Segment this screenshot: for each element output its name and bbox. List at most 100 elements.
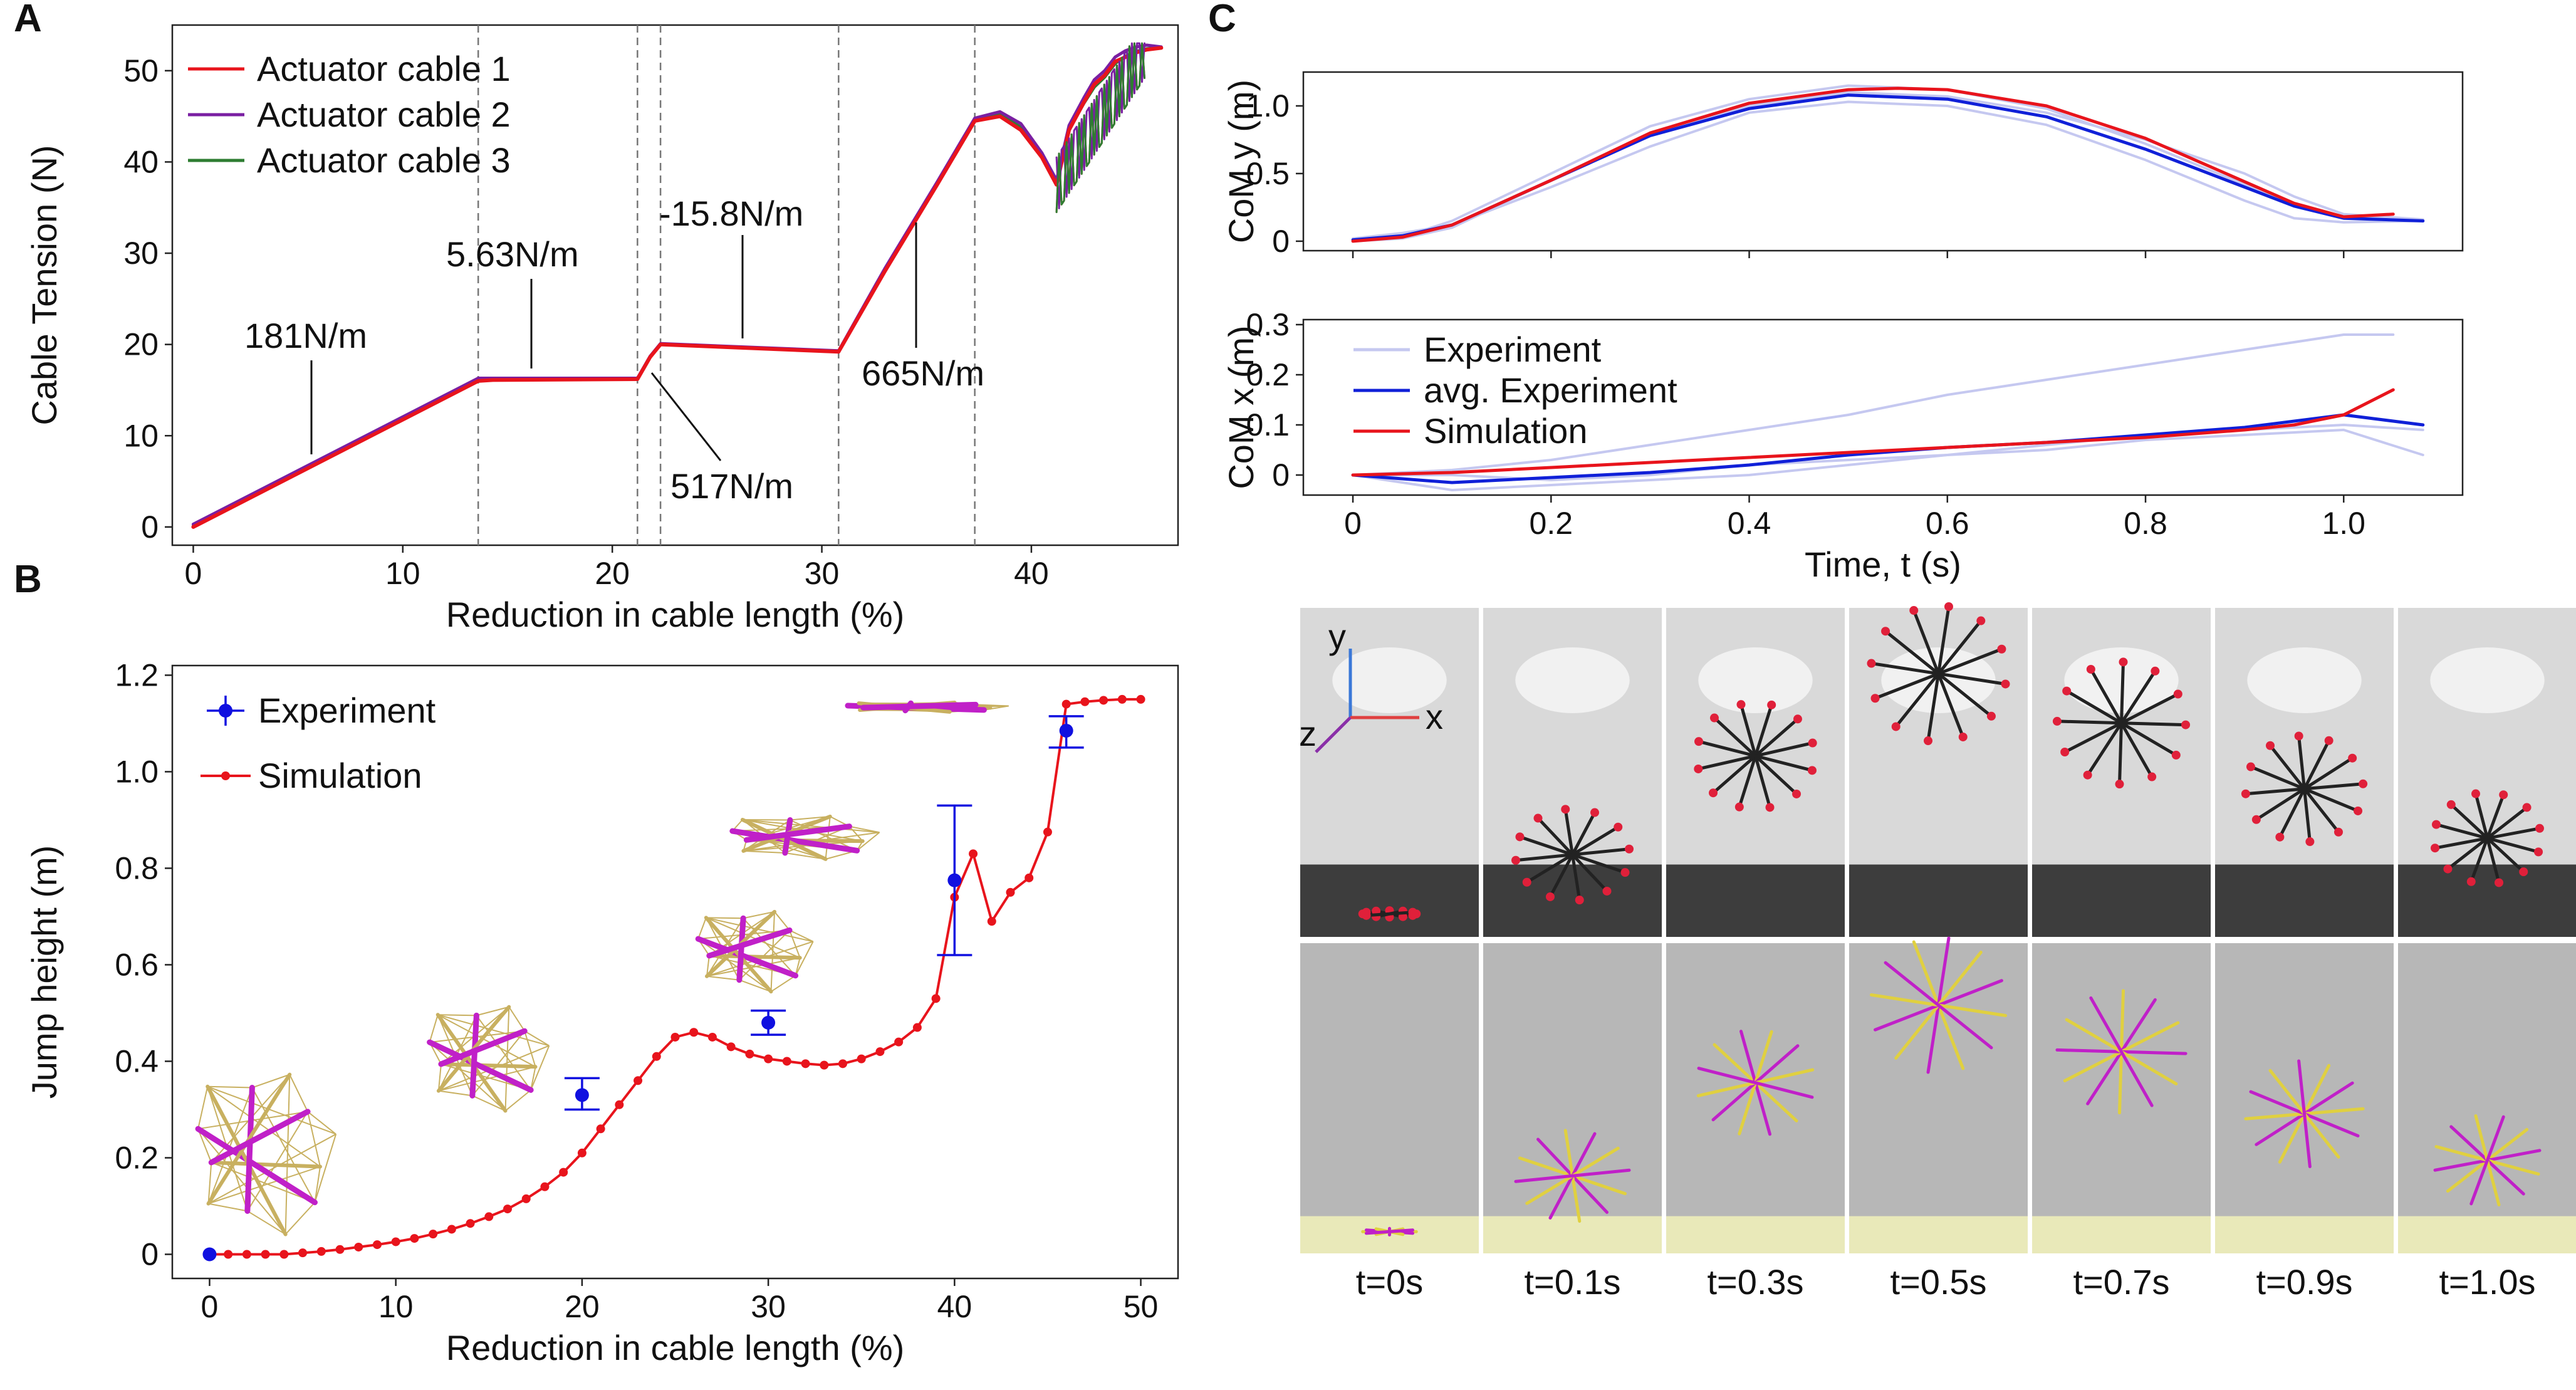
cable-line — [472, 1030, 525, 1096]
cable-line — [207, 1087, 253, 1204]
robot-strut — [1514, 1168, 1631, 1183]
robot-node — [2173, 689, 2182, 699]
x-tick-label: 0.2 — [1530, 506, 1573, 541]
cable-line — [706, 941, 813, 977]
plot-frame — [171, 664, 1179, 1280]
robot-node — [2446, 800, 2456, 809]
series-jitter-cable-2 — [1055, 42, 1145, 209]
y-tick-label: 1.0 — [115, 754, 159, 789]
robot-node — [2181, 720, 2191, 729]
y-tick-label: 50 — [123, 53, 159, 88]
robot-strut — [1364, 911, 1415, 917]
simulation-ground — [2398, 1216, 2576, 1253]
frame-4 — [2032, 608, 2211, 1253]
panel-b-jump-height-chart: 0 10 20 30 40 50 0 0.2 0.4 0.6 0.8 1.0 1.2 Reduction … — [24, 657, 1179, 1367]
strut-line — [206, 1072, 292, 1206]
robot-node — [2275, 832, 2285, 842]
cable-line — [208, 1133, 336, 1204]
series-line-2 — [1352, 91, 2424, 243]
y-tick-label: 0.4 — [115, 1043, 159, 1079]
series-line-4 — [1351, 86, 2395, 243]
cable-line — [530, 1045, 550, 1090]
simulation-point — [857, 1054, 866, 1063]
simulation-point — [261, 1250, 270, 1259]
robot-node — [2324, 736, 2334, 745]
floor-area — [1666, 864, 1845, 937]
simulation-point — [540, 1182, 550, 1191]
cable-line — [208, 1166, 321, 1204]
cable-line — [785, 852, 826, 860]
axis-glyph-x: x — [1426, 697, 1443, 736]
robot-node — [2431, 844, 2440, 853]
robot-node — [1958, 732, 1968, 741]
tensegrity-sketch-30pct — [695, 909, 814, 994]
simulation-point — [987, 917, 996, 926]
simulation-point — [1043, 827, 1052, 837]
cable-line — [530, 1067, 536, 1090]
robot-node — [2001, 679, 2010, 689]
panel-c-com-x-chart: 0 0.2 0.4 0.6 0.8 1.0 0 0.1 0.2 0.3 Time, t (s) CoM… — [1221, 307, 2464, 584]
y-tick-label: 0.2 — [1246, 357, 1290, 392]
cable-line — [208, 1203, 248, 1212]
simulation-point — [596, 1124, 605, 1134]
robot-node — [1522, 877, 1531, 887]
cable-line — [743, 911, 775, 919]
robot-node — [1614, 822, 1623, 832]
robot-node — [1976, 616, 1986, 625]
simulation-render — [2215, 943, 2394, 1253]
simulation-point — [912, 1023, 922, 1032]
plot-frame — [171, 24, 1179, 546]
cable-line — [706, 955, 710, 976]
strut-line — [740, 818, 828, 861]
x-tick-label: 30 — [751, 1289, 786, 1324]
floor-area — [1300, 864, 1479, 937]
robot-strut — [1884, 629, 1993, 718]
cable-line — [795, 941, 814, 976]
strut-line — [206, 1084, 288, 1236]
robot-node — [2251, 815, 2261, 824]
simulation-point — [969, 849, 978, 859]
robot-node — [1590, 808, 1600, 817]
x-axis-label: Time, t (s) — [1805, 545, 1961, 584]
robot-node — [2241, 789, 2250, 798]
simulation-point — [1117, 694, 1127, 704]
tensegrity-sketch-40pct — [729, 814, 880, 861]
robot-node — [2535, 823, 2544, 833]
tensegrity-sketch-0pct — [195, 1072, 337, 1236]
legend-entry: Experiment — [258, 691, 436, 730]
x-tick-label: 10 — [385, 556, 420, 591]
cable-line — [314, 1166, 321, 1203]
strut-line — [469, 1012, 479, 1099]
cable-line — [706, 975, 739, 981]
cable-line — [706, 917, 813, 943]
robot-node — [1870, 694, 1880, 703]
simulation-render — [2398, 943, 2576, 1253]
legend-swatch — [219, 704, 232, 718]
x-tick-label: 0.4 — [1728, 506, 1771, 541]
robot-node — [1891, 722, 1901, 731]
robot-node — [1924, 736, 1933, 746]
simulation-point — [391, 1237, 400, 1246]
simulation-point — [634, 1076, 643, 1085]
simulation-point — [372, 1240, 382, 1250]
cable-line — [524, 1030, 550, 1047]
robot-node — [1765, 803, 1775, 812]
frame-6 — [2398, 608, 2576, 1253]
strut-line — [427, 1039, 534, 1093]
y-tick-label: 0.1 — [1246, 407, 1290, 442]
annotation-leader — [650, 372, 722, 461]
cable-line — [429, 1014, 439, 1043]
robot-node — [1807, 766, 1817, 775]
frame-time-label: t=0.7s — [2073, 1262, 2169, 1302]
slope-annotation: -15.8N/m — [659, 194, 803, 233]
slope-annotation: 181N/m — [244, 316, 367, 355]
robot-node — [1808, 738, 1817, 748]
legend-entry: Simulation — [1424, 411, 1587, 451]
x-tick-label: 0 — [201, 1289, 219, 1324]
robot-node — [1545, 892, 1555, 901]
frame-3 — [1849, 602, 2028, 1253]
frame-time-label: t=0s — [1356, 1262, 1423, 1302]
robot-node — [2443, 864, 2453, 874]
robot-node — [2083, 770, 2092, 780]
